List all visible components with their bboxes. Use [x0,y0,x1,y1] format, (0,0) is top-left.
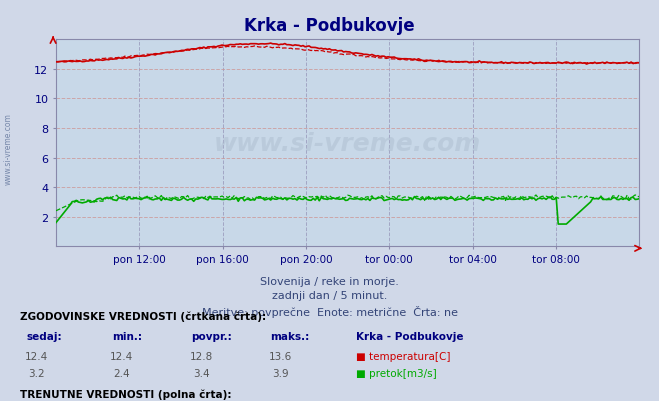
Text: min.:: min.: [112,332,142,342]
Text: 12.4: 12.4 [110,351,134,361]
Text: Krka - Podbukovje: Krka - Podbukovje [244,17,415,35]
Text: maks.:: maks.: [270,332,310,342]
Text: povpr.:: povpr.: [191,332,232,342]
Text: 12.4: 12.4 [24,351,48,361]
Text: Krka - Podbukovje: Krka - Podbukovje [356,332,463,342]
Text: 3.2: 3.2 [28,368,45,378]
Text: Slovenija / reke in morje.
zadnji dan / 5 minut.
Meritve: povprečne  Enote: metr: Slovenija / reke in morje. zadnji dan / … [202,276,457,317]
Text: 3.9: 3.9 [272,368,289,378]
Text: sedaj:: sedaj: [26,332,62,342]
Text: www.si-vreme.com: www.si-vreme.com [214,132,481,155]
Text: ZGODOVINSKE VREDNOSTI (črtkana črta):: ZGODOVINSKE VREDNOSTI (črtkana črta): [20,311,266,321]
Text: ■ temperatura[C]: ■ temperatura[C] [356,351,450,361]
Text: www.si-vreme.com: www.si-vreme.com [3,113,13,184]
Text: ■ pretok[m3/s]: ■ pretok[m3/s] [356,368,437,378]
Text: TRENUTNE VREDNOSTI (polna črta):: TRENUTNE VREDNOSTI (polna črta): [20,389,231,399]
Text: 12.8: 12.8 [189,351,213,361]
Text: 3.4: 3.4 [192,368,210,378]
Text: 13.6: 13.6 [268,351,292,361]
Text: 2.4: 2.4 [113,368,130,378]
